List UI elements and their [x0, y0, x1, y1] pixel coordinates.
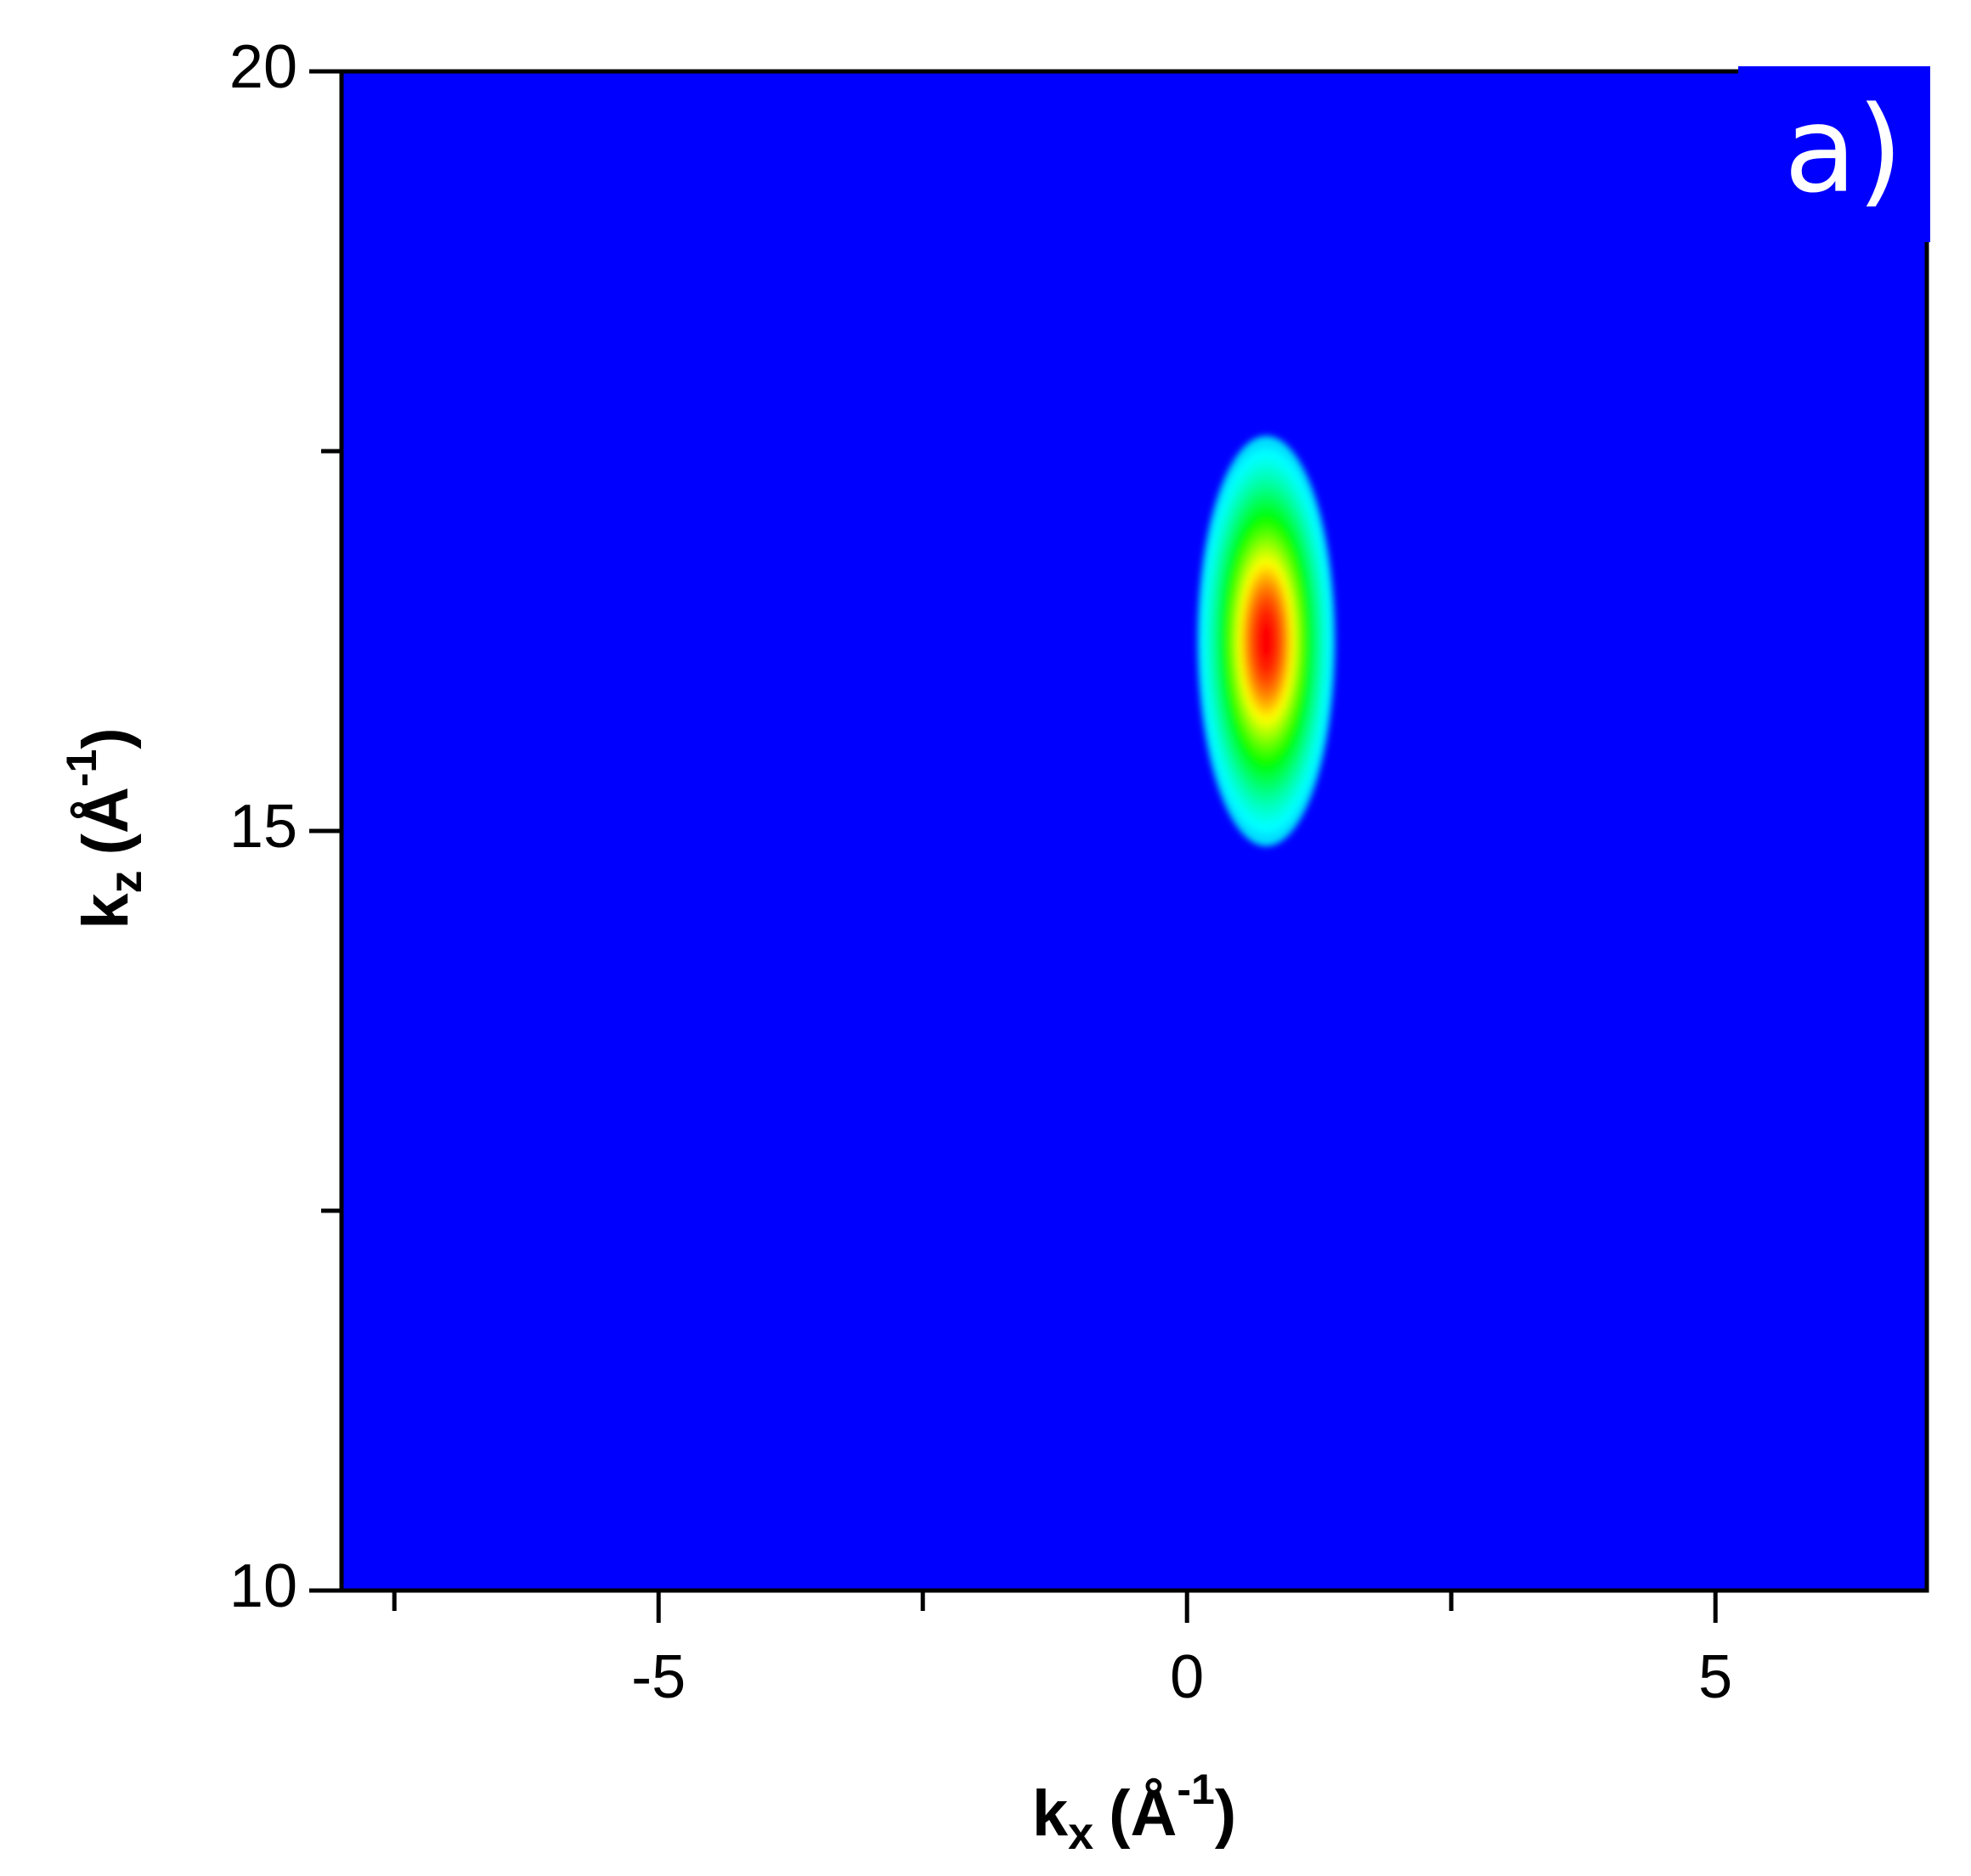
panel-label-box: [1738, 66, 1930, 242]
x-tick-label: 0: [1170, 1643, 1204, 1711]
x-label-close: ): [1215, 1777, 1236, 1850]
y-tick-label: 10: [229, 1552, 297, 1620]
y-label-main: k: [70, 893, 142, 930]
plot-background: [342, 71, 1927, 1591]
x-label-sup: -1: [1177, 1766, 1214, 1813]
panel-label: a): [1784, 82, 1903, 220]
contour-level: [1259, 621, 1274, 661]
y-axis-label: kz (Å-1): [58, 727, 151, 929]
x-axis-label: kx (Å-1): [1032, 1766, 1236, 1859]
y-label-unit: (Å: [70, 787, 142, 855]
x-tick-label: -5: [631, 1643, 686, 1711]
y-tick-label: 20: [229, 33, 297, 101]
y-label-sub: z: [100, 870, 151, 893]
x-label-main: k: [1032, 1777, 1069, 1850]
y-label-close: ): [70, 727, 142, 749]
x-tick-label: 5: [1698, 1643, 1732, 1711]
y-label-sup: -1: [58, 749, 105, 787]
y-tick-label: 15: [229, 793, 297, 861]
x-label-unit: (Å: [1109, 1777, 1177, 1850]
heatmap-peak: [1197, 436, 1336, 846]
x-label-sub: x: [1068, 1808, 1093, 1859]
